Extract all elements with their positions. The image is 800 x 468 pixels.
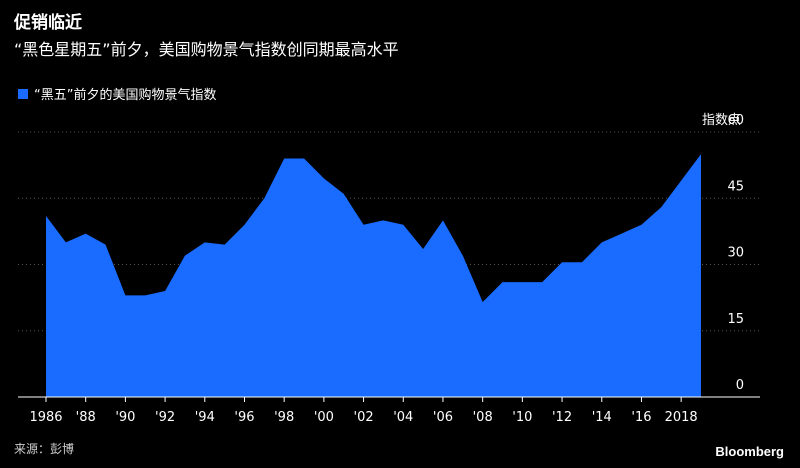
x-tick-label: '10	[512, 410, 532, 425]
legend-label: “黑五”前夕的美国购物景气指数	[34, 88, 217, 103]
legend: “黑五”前夕的美国购物景气指数	[18, 84, 216, 103]
x-axis: 1986 '88 '90 '92 '94 '96 '98 '00 '02 '04 '06 '08 '10…	[18, 396, 760, 425]
source-note: 来源：彭博	[14, 442, 75, 456]
y-tick-label: 15	[727, 312, 744, 327]
y-tick-label: 45	[727, 179, 744, 194]
x-tick-label: '98	[274, 410, 294, 425]
data-area	[46, 154, 701, 397]
x-tick-label: 1986	[29, 410, 62, 425]
y-tick-label: 30	[727, 246, 744, 261]
x-tick-label: '08	[473, 410, 493, 425]
legend-swatch	[18, 88, 28, 99]
chart-subtitle: “黑色星期五”前夕，美国购物景气指数创同期最高水平	[14, 40, 399, 59]
chart-title: 促销临近	[14, 13, 82, 33]
y-unit-label: 指数点	[702, 113, 741, 128]
x-tick-label: '92	[155, 410, 175, 425]
x-tick-label: '12	[552, 410, 572, 425]
y-tick-label: 60	[727, 113, 744, 128]
x-tick-label: 2018	[665, 410, 698, 425]
x-tick-label: '16	[631, 410, 651, 425]
x-tick-label: '90	[115, 410, 135, 425]
series-area	[46, 154, 701, 397]
x-tick-label: '14	[592, 410, 612, 425]
x-tick-label: '88	[76, 410, 96, 425]
bloomberg-logo: Bloomberg	[715, 444, 784, 459]
x-tick-label: '06	[433, 410, 453, 425]
x-tick-label: '00	[314, 410, 334, 425]
y-tick-label: 0	[736, 378, 744, 393]
x-tick-label: '04	[393, 410, 413, 425]
x-tick-label: '02	[354, 410, 374, 425]
x-tick-label: '94	[195, 410, 215, 425]
x-tick-label: '96	[234, 410, 254, 425]
